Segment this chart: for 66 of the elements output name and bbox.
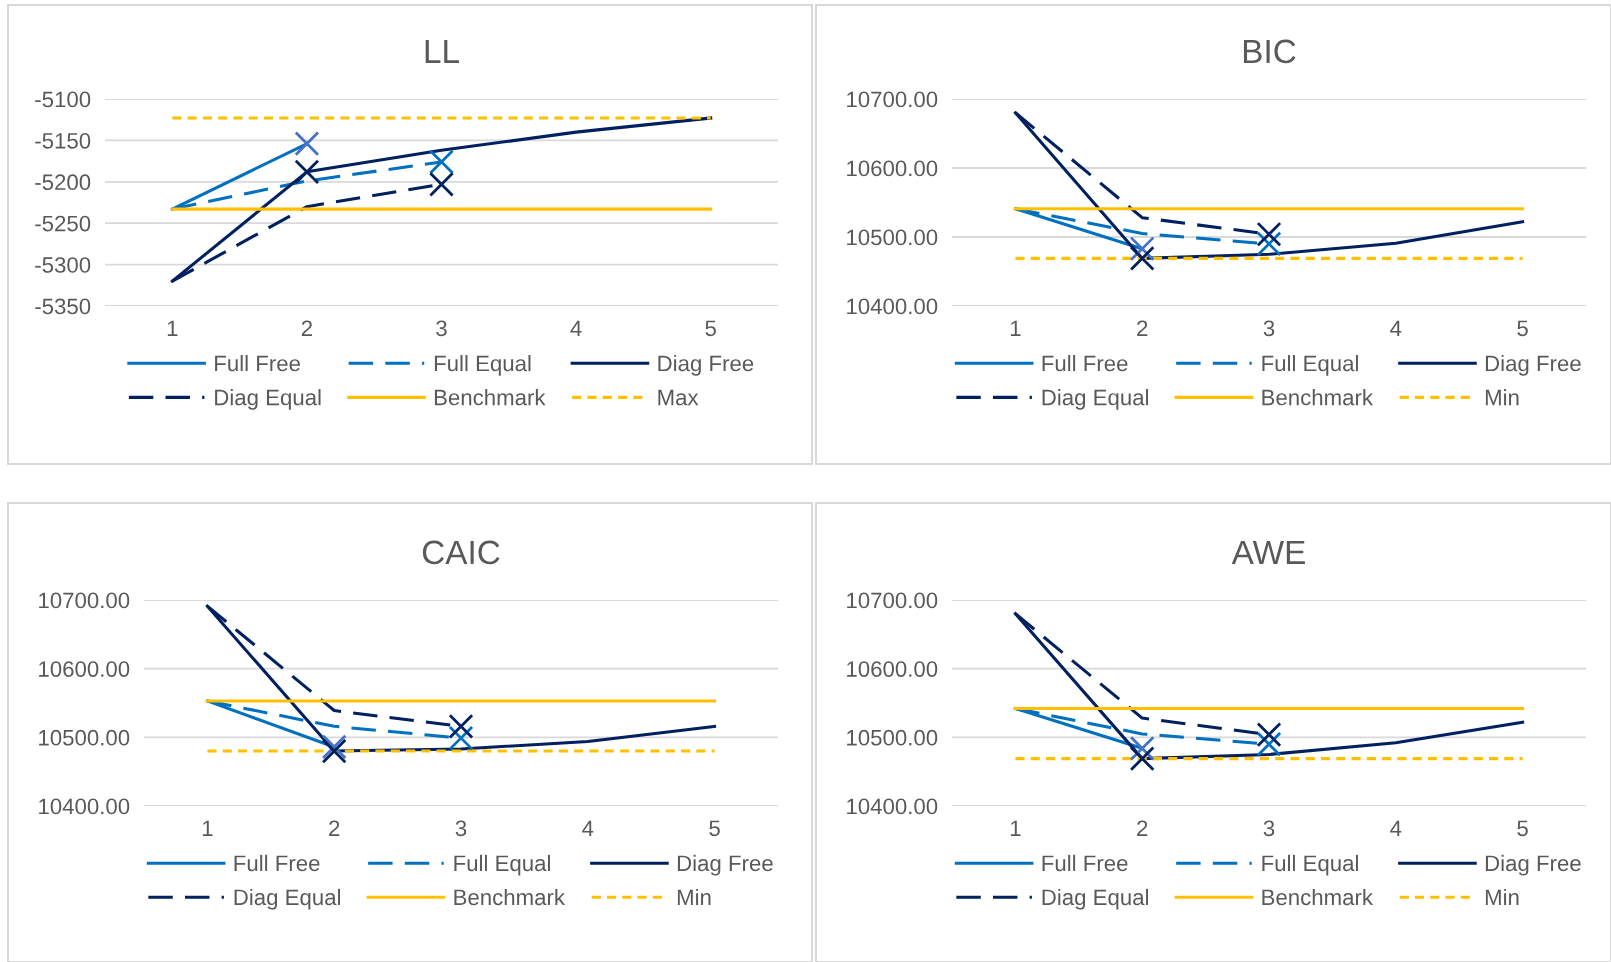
legend-label: Min [1485,389,1519,406]
y-tick-label: 10600.00 [847,160,938,177]
legend-label: Diag Equal [1042,389,1149,410]
x-tick-label: 4 [1390,820,1402,836]
legend-label: Benchmark [1262,389,1374,406]
x-tick-label: 2 [1137,320,1148,336]
x-tick-label: 4 [570,320,582,336]
chart-title: CAIC [422,540,500,565]
x-tick-label: 3 [436,320,447,337]
legend-label: Diag Equal [1042,888,1149,910]
y-tick-label: 10700.00 [847,91,938,108]
legend-label: Diag Free [1485,854,1581,876]
y-tick-label: 10500.00 [847,229,938,246]
legend-label: Diag Free [658,354,754,376]
x-tick-label: 1 [1010,320,1021,336]
legend-label: Diag Free [1485,354,1581,376]
legend-label: Full Free [234,854,320,872]
y-tick-label: -5300 [35,257,91,273]
x-tick-label: 1 [202,820,213,836]
legend-label: Full Equal [454,854,550,876]
legend-label: Min [677,888,711,905]
x-tick-label: 5 [705,320,716,337]
legend-label: Full Equal [434,354,531,376]
y-tick-label: -5200 [35,174,91,191]
x-tick-label: 2 [329,820,340,836]
x-tick-label: 5 [1517,820,1528,837]
x-tick-label: 2 [1137,820,1148,836]
y-tick-label: 10600.00 [39,661,130,677]
y-tick-label: 10500.00 [39,729,130,746]
x-tick-label: 2 [301,320,312,336]
legend-label: Diag Equal [215,389,321,410]
y-tick-label: -5250 [35,215,91,232]
legend-label: Full Equal [1262,354,1358,376]
legend-label: Benchmark [1262,888,1374,906]
y-tick-label: 10700.00 [847,592,938,609]
x-tick-label: 5 [1517,320,1528,337]
y-tick-label: 10700.00 [39,592,130,609]
y-tick-label: 10400.00 [39,798,130,815]
x-tick-label: 4 [582,820,594,836]
legend-label: Benchmark [434,389,546,406]
x-tick-label: 4 [1390,320,1402,336]
legend-label: Max [658,389,699,406]
x-tick-label: 3 [1263,320,1275,337]
legend-label: Full Free [1042,354,1128,372]
y-tick-label: 10400.00 [847,298,938,315]
legend-label: Benchmark [454,888,566,906]
x-tick-label: 5 [709,820,720,837]
x-tick-label: 3 [455,820,467,837]
chart-title: AWE [1231,540,1305,564]
y-tick-label: 10400.00 [847,798,938,815]
chart-title: BIC [1243,39,1296,64]
x-tick-label: 1 [1010,820,1021,836]
x-tick-label: 1 [167,320,178,336]
y-tick-label: 10600.00 [847,661,938,677]
legend-label: Diag Free [677,854,773,876]
x-tick-label: 3 [1263,820,1275,837]
legend-label: Diag Equal [234,888,341,910]
legend-label: Min [1485,888,1519,905]
y-tick-label: -5350 [35,298,91,315]
legend-label: Full Equal [1262,854,1358,876]
y-tick-label: -5150 [35,132,91,149]
y-tick-label: -5100 [35,91,91,108]
legend-label: Full Free [1042,854,1128,872]
y-tick-label: 10500.00 [847,729,938,746]
chart-title: LL [425,39,459,63]
legend-label: Full Free [215,354,300,372]
